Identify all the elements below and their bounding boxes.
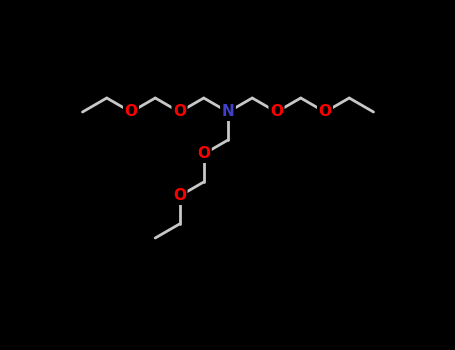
Text: N: N (222, 105, 234, 119)
Text: O: O (173, 189, 186, 203)
Text: O: O (125, 105, 137, 119)
Text: O: O (173, 105, 186, 119)
Text: O: O (270, 105, 283, 119)
Text: O: O (318, 105, 332, 119)
Text: O: O (197, 147, 210, 161)
